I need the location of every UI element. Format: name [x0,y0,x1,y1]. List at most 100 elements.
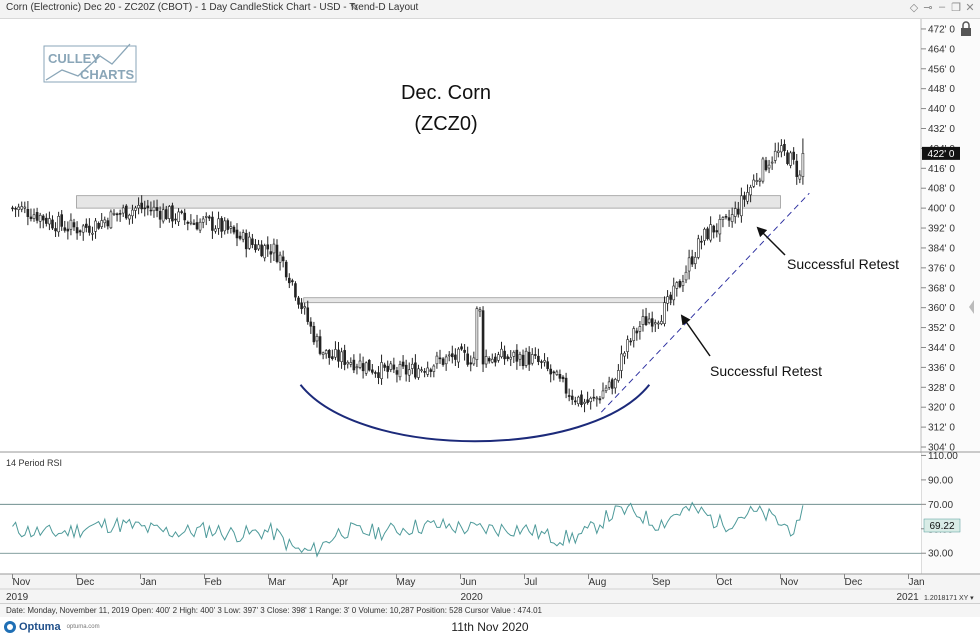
candle-body [512,351,516,357]
candle-body [783,143,786,152]
candle-body [146,205,150,209]
candle-body [527,351,531,365]
candle-body [208,216,211,219]
candle-body [48,218,51,225]
candle-body [494,356,497,363]
collapse-arrow-icon[interactable] [969,300,974,314]
candle-body [88,225,91,233]
price-axis[interactable] [921,19,980,452]
candle-body [241,232,245,240]
xy-scale-icon[interactable]: XY ▾ [959,595,974,602]
candle-body [518,354,522,360]
footer: Optuma optuma.com 11th Nov 2020 [0,617,980,637]
candle-body [140,202,143,210]
pin-icon[interactable]: ⊸ [923,2,933,14]
candle-body [540,361,543,363]
candle-body [684,271,688,281]
status-readout: Date: Monday, November 11, 2019 Open: 40… [6,606,542,615]
lock-icon[interactable] [961,21,971,36]
minimize-icon[interactable]: – [938,1,946,13]
candle-body [103,219,107,224]
candle-body [543,360,546,363]
price-tick-label: 312' 0 [928,423,955,434]
chart-subtitle: (ZCZ0) [414,113,477,135]
candle-body [700,240,703,243]
culley-charts-logo: CULLEY CHARTS [43,43,137,83]
candlestick-series [11,138,805,413]
chart-canvas[interactable]: CULLEY CHARTS Dec. Corn (ZCZ0) Successfu… [0,18,980,603]
candle-body [457,348,460,363]
candle-body [63,227,67,231]
candle-body [121,207,125,214]
candle-body [641,316,645,325]
candle-body [721,217,725,220]
resistance-zone [76,195,781,209]
candle-body [718,219,722,235]
candle-body [94,220,97,232]
close-icon[interactable]: ✕ [965,2,975,14]
candle-body [35,212,39,221]
candle-body [534,354,537,356]
rsi-last-value-label: 69.22 [929,521,954,532]
month-label: Aug [589,577,607,588]
month-label: Dec [77,577,95,588]
candle-body [623,352,626,357]
price-tick-label: 408' 0 [928,184,955,195]
candle-body [75,227,79,234]
candle-body [300,302,303,310]
diamond-icon[interactable]: ◇ [909,2,919,14]
candle-body [404,364,408,375]
candle-body [438,357,442,360]
candle-body [546,361,549,369]
candle-body [780,145,783,153]
scale-readout: 1.2018171 [924,595,957,602]
candle-body [530,354,534,364]
candle-body [263,245,266,259]
candle-body [20,206,24,210]
candle-body [730,214,734,222]
candle-body [229,226,233,229]
candle-body [100,220,103,227]
candle-body [712,225,716,233]
price-tick-label: 384' 0 [928,243,955,254]
price-tick-label: 336' 0 [928,363,955,374]
price-tick-label: 432' 0 [928,124,955,135]
candle-body [23,206,27,209]
candle-body [475,308,479,360]
candle-body [746,192,749,202]
candle-body [66,228,70,232]
candle-body [435,355,439,365]
resistance-zones [76,195,781,304]
candle-body [580,394,583,405]
candle-body [257,244,260,250]
restore-icon[interactable]: ❐ [951,2,961,14]
candle-body [137,205,140,209]
candle-body [51,219,54,229]
svg-text:CULLEY: CULLEY [48,51,100,66]
candle-body [303,306,306,309]
candle-body [613,379,617,389]
candle-body [251,238,254,245]
candle-body [490,358,494,363]
candle-body [72,222,76,228]
candle-body [503,350,506,360]
candle-body [743,195,746,200]
candle-body [537,355,540,363]
year-label: 2019 [6,592,29,603]
candle-body [269,251,273,255]
pencil-icon[interactable]: ✎ [350,2,360,14]
candle-body [81,225,85,233]
month-label: Jan [141,577,157,588]
time-axis-labels: Nov Dec Jan Feb Mar Apr May Jun Jul Aug Sep Oct Nov D… [6,574,925,603]
candle-body [41,215,45,221]
candle-body [177,211,180,222]
candle-body [789,152,792,166]
candle-body [398,364,402,378]
month-label: Mar [269,577,287,588]
candle-body [211,216,214,231]
candle-body [284,261,288,278]
candle-body [690,256,694,265]
candle-body [638,326,642,332]
candle-body [447,354,451,357]
